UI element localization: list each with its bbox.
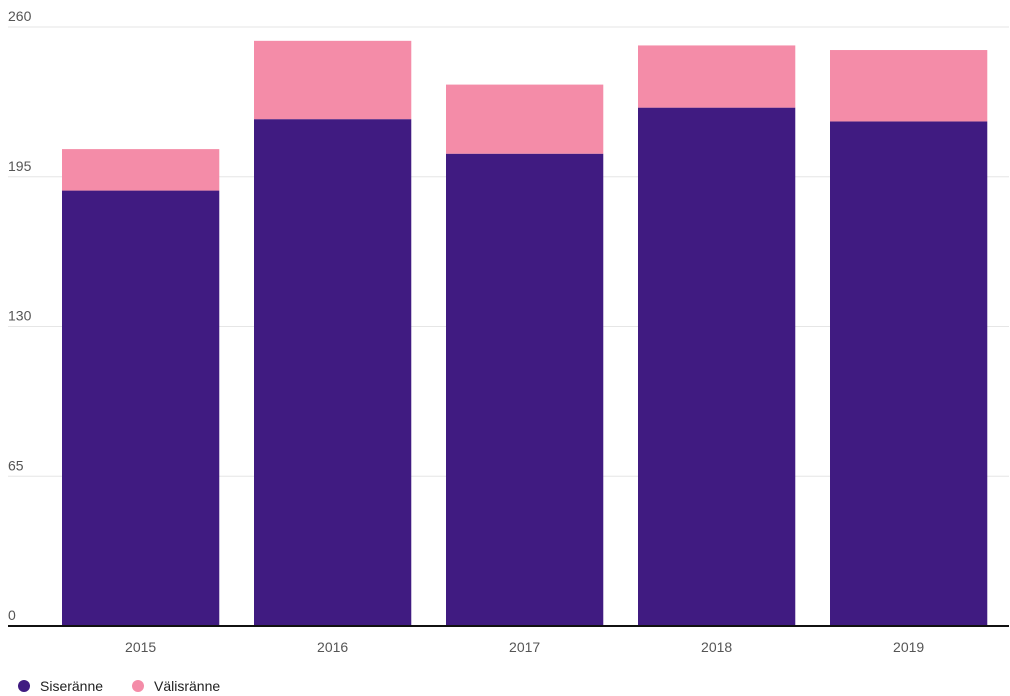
bars bbox=[62, 40, 988, 627]
x-tick-label: 2019 bbox=[893, 639, 924, 655]
y-tick-label: 130 bbox=[8, 308, 32, 324]
y-tick-label: 260 bbox=[8, 8, 32, 24]
bar-v-lisr-nne-2017[interactable] bbox=[446, 84, 604, 154]
y-tick-label: 195 bbox=[8, 158, 32, 174]
y-tick-label: 65 bbox=[8, 457, 24, 473]
legend-label: Siseränne bbox=[40, 678, 103, 694]
legend-label: Välisränne bbox=[154, 678, 220, 694]
bar-v-lisr-nne-2015[interactable] bbox=[62, 149, 220, 191]
bar-siser-nne-2019[interactable] bbox=[830, 121, 988, 626]
x-tick-label: 2016 bbox=[317, 639, 348, 655]
bar-siser-nne-2017[interactable] bbox=[446, 153, 604, 626]
bar-siser-nne-2016[interactable] bbox=[254, 119, 412, 627]
axes: 0 65 130 195 260 2015 2016 2017 2018 2019 bbox=[8, 8, 1009, 655]
bar-v-lisr-nne-2016[interactable] bbox=[254, 40, 412, 120]
y-tick-label: 0 bbox=[8, 607, 16, 623]
bar-siser-nne-2015[interactable] bbox=[62, 190, 220, 627]
legend-swatch bbox=[132, 680, 144, 692]
legend-swatch bbox=[18, 680, 30, 692]
x-tick-label: 2017 bbox=[509, 639, 540, 655]
bar-v-lisr-nne-2019[interactable] bbox=[830, 50, 988, 122]
x-tick-label: 2015 bbox=[125, 639, 156, 655]
x-tick-label: 2018 bbox=[701, 639, 732, 655]
legend: Siseränne Välisränne bbox=[18, 678, 220, 694]
legend-item-siser-nne[interactable]: Siseränne bbox=[18, 678, 103, 694]
legend-item-v-lisr-nne[interactable]: Välisränne bbox=[132, 678, 220, 694]
bar-v-lisr-nne-2018[interactable] bbox=[638, 45, 796, 108]
bar-siser-nne-2018[interactable] bbox=[638, 107, 796, 626]
